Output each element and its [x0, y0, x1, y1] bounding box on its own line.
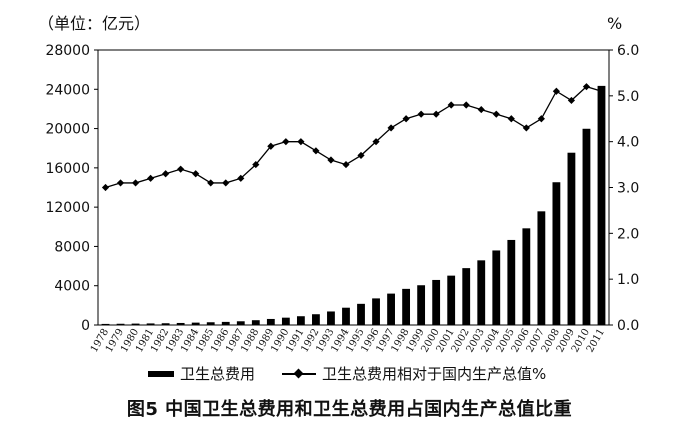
line-point — [282, 138, 290, 146]
line-point — [116, 179, 125, 187]
line-point — [192, 170, 200, 178]
line-point — [237, 174, 245, 182]
right-tick-label: 6.0 — [617, 43, 639, 59]
line-point — [327, 156, 335, 164]
bar — [296, 316, 305, 325]
right-tick-label: 1.0 — [617, 272, 639, 288]
line-point — [387, 124, 395, 132]
left-tick-label: 24000 — [45, 82, 90, 98]
line-point — [147, 174, 155, 182]
line-point — [312, 147, 320, 155]
left-tick-label: 12000 — [45, 200, 90, 216]
line-series — [105, 85, 602, 189]
line-point — [131, 179, 140, 187]
bar — [327, 311, 335, 325]
bar — [597, 85, 606, 325]
bar — [221, 321, 230, 325]
bar — [522, 228, 531, 325]
line-point — [537, 115, 545, 123]
chart-title: 图5 中国卫生总费用和卫生总费用占国内生产总值比重 — [126, 399, 573, 420]
bar — [417, 285, 426, 325]
bar — [402, 288, 411, 325]
bar — [432, 279, 441, 325]
right-tick-label: 0.0 — [617, 318, 639, 334]
line-point — [177, 165, 185, 173]
line-point — [567, 96, 576, 105]
bar — [552, 182, 561, 325]
line-point — [267, 142, 275, 150]
bar — [477, 260, 486, 325]
plot-frame — [97, 49, 610, 326]
line-point — [477, 105, 485, 114]
legend-label-bar: 卫生总费用 — [180, 365, 256, 383]
line-point — [101, 183, 110, 192]
legend: 卫生总费用 卫生总费用相对于国内生产总值% — [0, 363, 699, 387]
line-point — [522, 124, 530, 132]
line-point — [402, 115, 410, 123]
line-point — [297, 138, 305, 146]
bar — [146, 323, 155, 325]
left-tick-label: 0 — [81, 318, 90, 334]
bar — [342, 307, 350, 325]
bar — [131, 323, 140, 325]
left-tick-label: 8000 — [54, 239, 90, 255]
bar — [101, 323, 110, 325]
bar — [191, 322, 200, 325]
line-point — [432, 110, 440, 118]
legend-label-line: 卫生总费用相对于国内生产总值% — [322, 365, 547, 383]
legend-bar-swatch — [148, 370, 174, 377]
bar — [387, 293, 395, 325]
line-point — [552, 87, 560, 95]
bar — [357, 303, 365, 325]
line-point — [447, 101, 455, 109]
right-tick-label: 4.0 — [617, 135, 639, 151]
line-point — [597, 87, 606, 95]
bar — [236, 321, 245, 325]
line-point — [207, 179, 215, 187]
bar — [176, 322, 185, 325]
bar — [116, 323, 125, 325]
legend-item-line: 卫生总费用相对于国内生产总值% — [282, 363, 546, 384]
bar — [507, 239, 516, 325]
bar — [582, 128, 591, 325]
line-point — [252, 160, 260, 169]
left-tick-label: 20000 — [45, 122, 90, 138]
left-tick-label: 16000 — [45, 161, 90, 177]
left-tick-label: 28000 — [45, 43, 90, 59]
right-tick-label: 3.0 — [617, 181, 639, 197]
bar — [251, 320, 260, 325]
line-point — [507, 115, 515, 123]
line-point — [162, 170, 170, 178]
left-tick-label: 4000 — [54, 279, 90, 295]
bar — [266, 318, 275, 325]
bar — [206, 322, 215, 325]
bar — [567, 152, 576, 325]
line-point — [492, 110, 500, 118]
right-tick-label: 2.0 — [617, 226, 639, 242]
bar — [281, 317, 290, 325]
bar — [372, 298, 380, 325]
line-point — [342, 160, 350, 169]
right-axis-unit: % — [607, 14, 623, 33]
line-point — [357, 151, 365, 160]
bar — [161, 323, 170, 325]
legend-line-swatch — [282, 369, 316, 379]
line-point — [372, 138, 380, 146]
bar — [447, 275, 456, 325]
legend-item-bar: 卫生总费用 — [148, 363, 255, 384]
line-point — [462, 101, 470, 109]
left-axis-unit: （单位：亿元） — [38, 14, 151, 33]
bar — [537, 211, 546, 325]
bar — [492, 250, 501, 325]
line-point — [222, 179, 230, 187]
line-point — [417, 110, 425, 118]
line-point — [582, 83, 591, 91]
right-tick-label: 5.0 — [617, 89, 639, 105]
bar — [312, 314, 320, 325]
bar — [462, 268, 471, 325]
